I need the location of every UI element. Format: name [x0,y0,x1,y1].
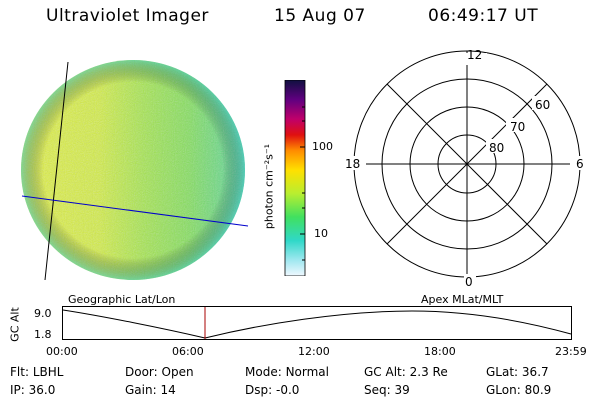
orbit-time-0: 00:00 [46,345,78,358]
info-glon: GLon: 80.9 [486,383,552,397]
orbit-ytick-top: 9.0 [34,307,52,320]
apex-label: Apex MLat/MLT [421,293,504,306]
mlt-label-0: 0 [465,275,473,289]
info-ip: IP: 36.0 [10,383,56,397]
info-ip-value: 36.0 [28,383,56,397]
info-mode: Mode: Normal [245,365,329,379]
info-glon-value: 80.9 [524,383,552,397]
info-gcalt: GC Alt: 2.3 Re [364,365,448,379]
info-mode-value: Normal [285,365,329,379]
colorbar-tick-100: 100 [312,140,333,153]
orbit-time-2: 12:00 [298,345,330,358]
colorbar [284,80,306,276]
mlat-label-80: 80 [489,141,505,155]
date-label: 15 Aug 07 [274,6,366,26]
info-dsp: Dsp: -0.0 [245,383,300,397]
orbit-ylabel: GC Alt [8,307,22,342]
info-gcalt-value: 2.3 Re [409,365,448,379]
mlat-label-60: 60 [535,98,551,112]
orbit-time-3: 18:00 [424,345,456,358]
equator-line [21,195,249,227]
meridian-line [44,61,69,281]
orbit-time-1: 06:00 [172,345,204,358]
info-dsp-value: -0.0 [275,383,300,397]
info-filter: Flt: LBHL [10,365,64,379]
info-gain: Gain: 14 [125,383,176,397]
info-door: Door: Open [125,365,194,379]
info-seq-value: 39 [394,383,410,397]
info-seq: Seq: 39 [364,383,410,397]
page-title: Ultraviolet Imager [46,6,209,26]
orbit-altitude-curve [62,309,572,339]
mlt-label-12: 12 [467,48,483,62]
info-filter-value: LBHL [32,365,64,379]
mlt-label-6: 6 [576,157,584,171]
colorbar-tick-10: 10 [314,227,328,240]
info-door-value: Open [161,365,194,379]
orbit-time-4: 23:59 [555,345,587,358]
geographic-label: Geographic Lat/Lon [68,293,176,306]
time-label: 06:49:17 UT [428,6,539,26]
polar-plot [344,50,582,284]
info-glat: GLat: 36.7 [486,365,549,379]
orbit-plot [62,306,572,340]
colorbar-unit-label: photon cm⁻²s⁻¹ [262,143,276,230]
mlat-label-70: 70 [510,120,526,134]
mlt-label-18: 18 [345,157,361,171]
orbit-ytick-bottom: 1.8 [34,328,52,341]
info-gain-value: 14 [160,383,176,397]
info-glat-value: 36.7 [521,365,549,379]
uv-disk-image [21,60,249,281]
